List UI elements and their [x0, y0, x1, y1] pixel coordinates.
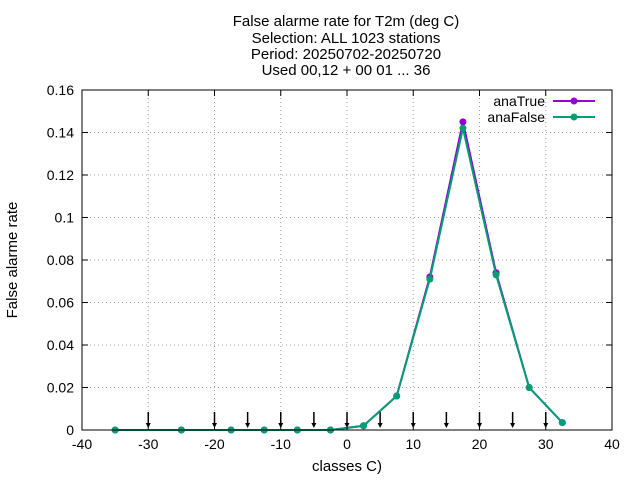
class-boundary-arrow-head: [443, 423, 449, 428]
x-axis-ticks: -40 -30 -20 -10 0 10 20 30 40: [72, 90, 620, 452]
y-tick-label: 0.02: [47, 380, 74, 396]
chart-title-line-3: Period: 20250702-20250720: [251, 46, 441, 63]
y-tick-label: 0.08: [47, 252, 74, 268]
y-tick-label: 0.12: [47, 167, 74, 183]
x-tick-label: 20: [472, 436, 488, 452]
class-boundary-arrow-head: [377, 423, 383, 428]
y-tick-label: 0.06: [47, 295, 74, 311]
data-point-anaFalse: [459, 124, 467, 132]
data-point-anaFalse: [393, 392, 401, 400]
x-tick-label: -30: [138, 436, 158, 452]
x-tick-label: -20: [204, 436, 224, 452]
data-point-anaFalse: [558, 419, 566, 427]
chart-title-line-2: Selection: ALL 1023 stations: [252, 30, 441, 47]
class-boundary-arrows: [145, 412, 549, 428]
x-tick-label: 40: [604, 436, 620, 452]
data-point-anaTrue: [459, 118, 467, 126]
x-tick-label: -10: [271, 436, 291, 452]
x-tick-label: 30: [538, 436, 554, 452]
data-point-anaFalse: [492, 271, 500, 279]
legend-marker-anaTrue: [570, 97, 578, 105]
chart-title: False alarme rate for T2m (deg C) Select…: [233, 13, 459, 79]
y-axis-label: False alarme rate: [4, 202, 21, 319]
class-boundary-arrow-head: [311, 423, 317, 428]
legend-label-anaFalse: anaFalse: [487, 109, 545, 125]
legend-label-anaTrue: anaTrue: [493, 93, 545, 109]
chart-title-line-1: False alarme rate for T2m (deg C): [233, 13, 459, 30]
x-tick-label: 0: [343, 436, 351, 452]
legend-marker-anaFalse: [570, 113, 578, 121]
x-tick-label: -40: [72, 436, 92, 452]
y-tick-label: 0.16: [47, 82, 74, 98]
data-point-anaFalse: [360, 422, 368, 430]
y-axis-ticks: 0 0.02 0.04 0.06 0.08 0.1 0.12 0.14 0.16: [47, 82, 612, 438]
data-point-anaFalse: [426, 275, 434, 283]
class-boundary-arrow-head: [510, 423, 516, 428]
x-tick-label: 10: [405, 436, 421, 452]
grid-lines: [82, 90, 612, 430]
y-tick-label: 0.1: [55, 210, 75, 226]
class-boundary-arrow-head: [245, 423, 251, 428]
data-series: [111, 118, 566, 434]
x-axis-label: classes C): [312, 458, 382, 475]
data-point-anaFalse: [525, 384, 533, 391]
chart-title-line-4: Used 00,12 + 00 01 ... 36: [262, 62, 431, 79]
y-tick-label: 0.14: [47, 125, 74, 141]
y-tick-label: 0.04: [47, 337, 74, 353]
series-line-anaFalse: [115, 128, 564, 431]
y-tick-label: 0: [66, 422, 74, 438]
